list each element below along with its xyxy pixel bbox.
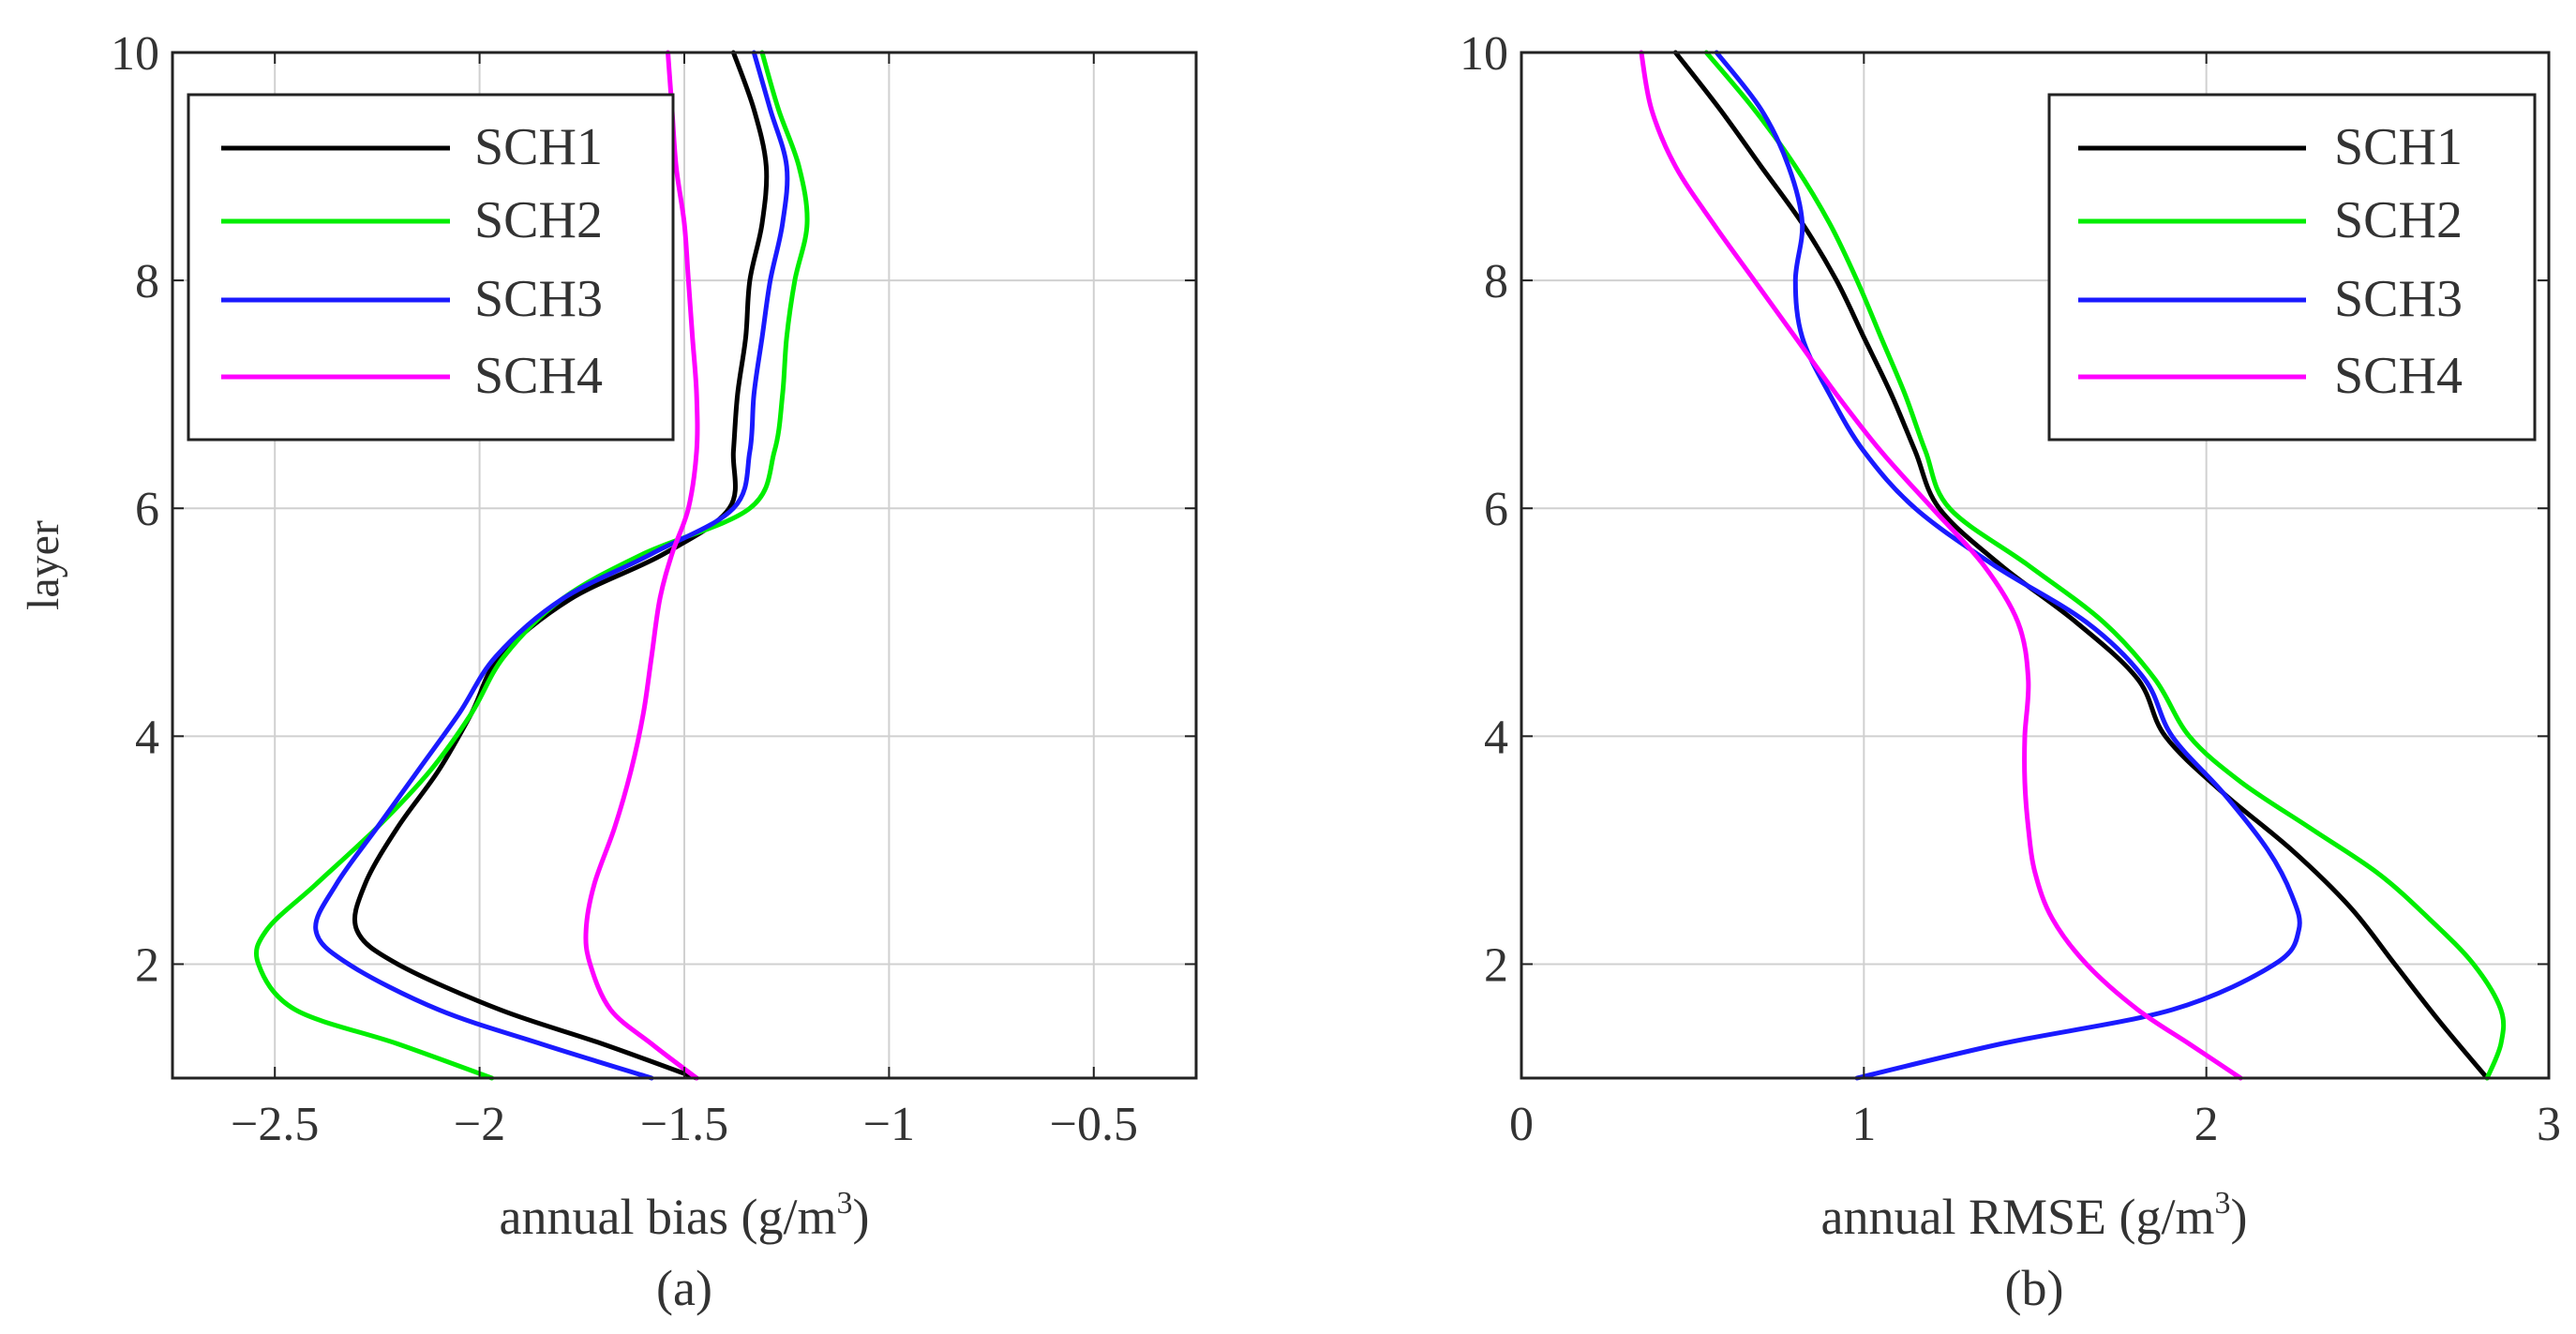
legend-box-b <box>2047 93 2537 442</box>
y-tick-label: 4 <box>135 711 159 764</box>
y-tick-label: 10 <box>1460 27 1508 81</box>
x-axis-label-b: annual RMSE (g/m3) <box>1821 1186 2248 1245</box>
x-tick-labels-b: 0 1 2 3 <box>1509 1098 2561 1151</box>
ticks-a <box>172 52 1196 1078</box>
x-tick-labels-a: −2.5 −2 −1.5 −1 −0.5 <box>231 1098 1138 1151</box>
y-axis-label-a: layer <box>19 520 68 610</box>
panel-caption-b: (b) <box>2005 1260 2064 1316</box>
legend-label-sch1-b: SCH1 <box>2334 118 2463 176</box>
x-axis-label-a: annual bias (g/m3) <box>500 1186 870 1245</box>
legend-box-a <box>187 93 675 442</box>
x-tick-label: −1.5 <box>640 1098 728 1151</box>
series-line-sch3 <box>1714 50 2302 1081</box>
x-tick-label: −0.5 <box>1050 1098 1138 1151</box>
series-line-sch4 <box>583 50 700 1081</box>
panel-a: 2 4 6 8 10 −2.5 −2 −1.5 −1 −0.5 layer annual bia… <box>19 27 1198 1316</box>
panel-b: 2 4 6 8 10 0 1 2 3 annual RMSE (g/m3) (b) SCH1 … <box>1460 27 2561 1316</box>
x-tick-label: 3 <box>2537 1098 2561 1151</box>
x-tick-label: 0 <box>1509 1098 1534 1151</box>
legend-label-sch4-b: SCH4 <box>2334 347 2463 405</box>
legend-label-sch4: SCH4 <box>474 347 603 405</box>
panel-caption-a: (a) <box>656 1260 712 1316</box>
series-lines-a <box>253 50 810 1081</box>
series-line-sch2 <box>1703 50 2507 1081</box>
series-line-sch3 <box>313 50 790 1081</box>
ticks-b <box>1520 52 2550 1078</box>
series-line-sch1 <box>352 50 770 1081</box>
y-tick-label: 6 <box>135 483 159 536</box>
y-tick-label: 6 <box>1484 483 1508 536</box>
x-tick-label: 1 <box>1851 1098 1876 1151</box>
y-tick-label: 10 <box>111 27 159 81</box>
legend-a: SCH1 SCH2 SCH3 SCH4 <box>187 93 675 442</box>
legend-b: SCH1 SCH2 SCH3 SCH4 <box>2047 93 2537 442</box>
legend-label-sch3: SCH3 <box>474 270 603 328</box>
y-tick-label: 2 <box>1484 938 1508 992</box>
y-tick-labels-a: 2 4 6 8 10 <box>111 27 159 992</box>
legend-label-sch3-b: SCH3 <box>2334 270 2463 328</box>
y-tick-label: 8 <box>135 255 159 308</box>
x-tick-label: −2.5 <box>231 1098 319 1151</box>
legend-label-sch2-b: SCH2 <box>2334 191 2463 249</box>
y-tick-labels-b: 2 4 6 8 10 <box>1460 27 1508 992</box>
series-line-sch4 <box>1639 50 2243 1081</box>
y-tick-label: 4 <box>1484 711 1508 764</box>
x-tick-label: −2 <box>454 1098 505 1151</box>
y-tick-label: 8 <box>1484 255 1508 308</box>
series-lines-b <box>1639 50 2507 1081</box>
legend-label-sch1: SCH1 <box>474 118 603 176</box>
legend-label-sch2: SCH2 <box>474 191 603 249</box>
y-tick-label: 2 <box>135 938 159 992</box>
x-tick-label: −1 <box>863 1098 915 1151</box>
axes-box-b <box>1520 51 2551 1080</box>
x-tick-label: 2 <box>2194 1098 2219 1151</box>
